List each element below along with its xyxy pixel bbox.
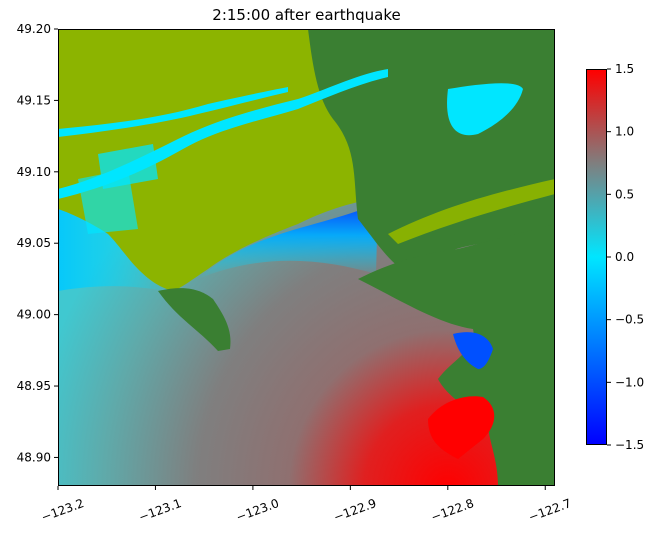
inlet-lake — [447, 83, 523, 136]
y-tick-label: 49.05 — [17, 236, 51, 250]
peninsula-land — [158, 288, 231, 351]
colorbar-tick-label: 1.0 — [615, 125, 634, 139]
river-channel-north — [58, 87, 288, 137]
highland-south — [358, 224, 555, 486]
x-tick-label: −122.8 — [429, 496, 476, 524]
x-tick-label: −122.9 — [332, 496, 379, 524]
colorbar-tick-label: −1.0 — [615, 375, 644, 389]
colorbar-axis: −1.5 −1.0 −0.5 0.0 0.5 1.0 1.5 — [607, 62, 644, 452]
colorbar-tick-label: 0.0 — [615, 250, 634, 264]
x-tick-label: −123.2 — [39, 496, 86, 524]
y-axis: 48.90 48.95 49.00 49.05 49.10 49.15 49.20 — [17, 22, 58, 464]
bay-red-patch — [428, 396, 495, 459]
delta-water-patch-2 — [78, 169, 138, 234]
chart-title: 2:15:00 after earthquake — [212, 6, 401, 24]
y-tick-label: 49.10 — [17, 165, 51, 179]
y-tick-label: 49.00 — [17, 308, 51, 322]
x-tick-label: −123.1 — [137, 496, 184, 524]
y-tick-label: 49.20 — [17, 22, 51, 36]
colorbar-tick-label: −1.5 — [615, 438, 644, 452]
bay-blue-patch — [453, 332, 493, 369]
y-tick-label: 48.90 — [17, 450, 51, 464]
x-tick-label: −122.7 — [527, 496, 574, 524]
y-tick-label: 48.95 — [17, 379, 51, 393]
lowland-strip — [388, 179, 555, 244]
shore-wave-band — [198, 199, 378, 279]
y-tick-label: 49.15 — [17, 93, 51, 107]
x-axis: −123.2 −123.1 −123.0 −122.9 −122.8 −122.7 — [39, 486, 573, 524]
x-tick-label: −123.0 — [234, 496, 281, 524]
colorbar-tick-label: −0.5 — [615, 313, 644, 327]
plot-area — [58, 29, 555, 486]
colorbar-tick-label: 1.5 — [615, 62, 634, 76]
colorbar — [586, 69, 607, 445]
heatmap-svg — [58, 29, 555, 486]
colorbar-tick-label: 0.5 — [615, 187, 634, 201]
